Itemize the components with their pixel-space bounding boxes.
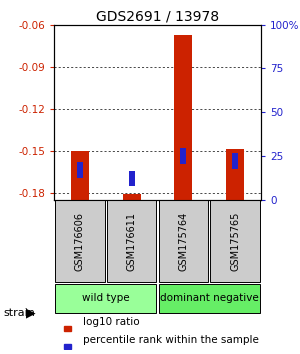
Bar [226, 149, 244, 200]
Bar [210, 200, 260, 282]
Bar [128, 171, 135, 186]
Bar [55, 284, 157, 313]
Bar [180, 148, 187, 164]
Text: GSM175765: GSM175765 [230, 212, 240, 272]
Text: ▶: ▶ [26, 307, 35, 320]
Text: log10 ratio: log10 ratio [83, 318, 140, 327]
Bar [71, 151, 89, 200]
Text: wild type: wild type [82, 293, 130, 303]
Bar [64, 326, 71, 331]
Text: strain: strain [3, 308, 35, 318]
Bar [64, 344, 71, 349]
Text: GSM176611: GSM176611 [127, 212, 136, 271]
Bar [55, 200, 105, 282]
Bar [158, 200, 208, 282]
Bar [107, 200, 157, 282]
Bar [232, 153, 238, 169]
Bar [174, 35, 192, 200]
Text: GSM176606: GSM176606 [75, 212, 85, 271]
Bar [77, 162, 83, 178]
Title: GDS2691 / 13978: GDS2691 / 13978 [96, 10, 219, 24]
Text: percentile rank within the sample: percentile rank within the sample [83, 335, 259, 346]
Text: dominant negative: dominant negative [160, 293, 259, 303]
Bar [158, 284, 260, 313]
Bar [123, 194, 141, 200]
Text: GSM175764: GSM175764 [178, 212, 188, 271]
